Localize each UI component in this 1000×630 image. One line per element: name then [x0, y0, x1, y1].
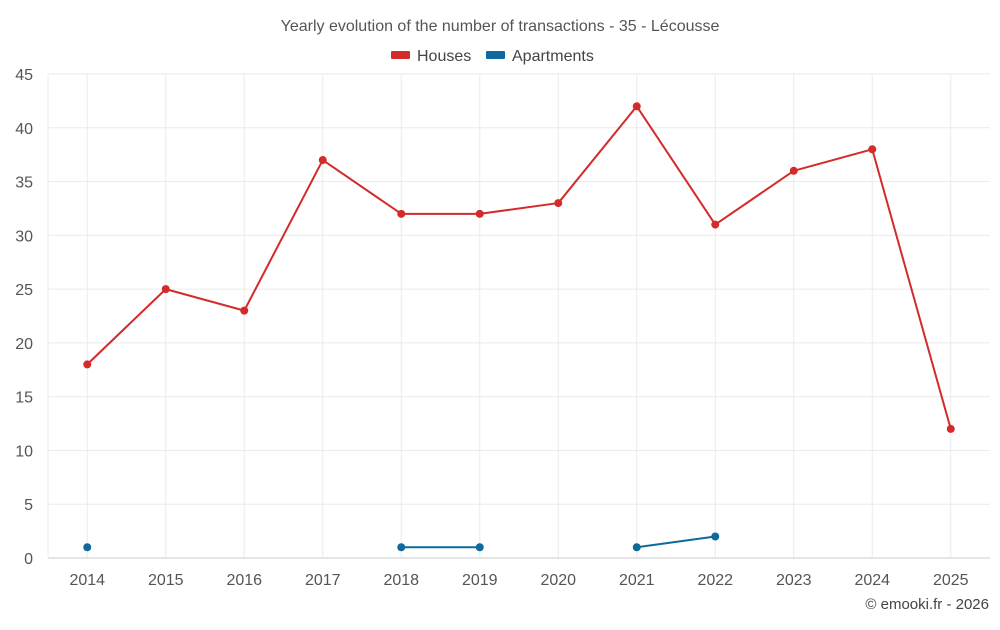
x-tick-label: 2015 — [148, 572, 184, 589]
y-tick-label: 20 — [15, 336, 33, 353]
data-point-houses[interactable] — [632, 102, 641, 111]
data-point-apartments[interactable] — [632, 543, 641, 552]
x-tick-label: 2014 — [69, 572, 105, 589]
series-line-houses — [86, 105, 952, 430]
x-tick-label: 2017 — [305, 572, 341, 589]
chart-title: Yearly evolution of the number of transa… — [281, 18, 720, 35]
data-point-houses[interactable] — [397, 209, 406, 218]
data-point-houses[interactable] — [161, 285, 170, 294]
x-tick-label: 2023 — [776, 572, 812, 589]
y-tick-label: 0 — [24, 551, 33, 568]
data-point-apartments[interactable] — [711, 532, 720, 541]
data-point-houses[interactable] — [240, 306, 249, 315]
y-tick-label: 5 — [24, 497, 33, 514]
y-tick-label: 25 — [15, 282, 33, 299]
x-tick-label: 2025 — [933, 572, 969, 589]
legend-item-apartments[interactable]: Apartments — [486, 48, 594, 65]
x-tick-label: 2022 — [697, 572, 733, 589]
x-tick-label: 2020 — [540, 572, 576, 589]
y-tick-label: 45 — [15, 67, 33, 84]
x-tick-label: 2019 — [462, 572, 498, 589]
y-tick-label: 30 — [15, 228, 33, 245]
y-tick-label: 35 — [15, 175, 33, 192]
legend-label-houses: Houses — [417, 48, 471, 65]
legend-swatch-apartments — [486, 51, 505, 59]
legend-item-houses[interactable]: Houses — [391, 48, 471, 65]
data-point-houses[interactable] — [475, 209, 484, 218]
data-point-apartments[interactable] — [83, 543, 92, 552]
series-line-apartments — [636, 535, 716, 549]
data-point-houses[interactable] — [789, 166, 798, 175]
legend-label-apartments: Apartments — [512, 48, 594, 65]
data-point-houses[interactable] — [554, 199, 563, 208]
x-tick-label: 2016 — [226, 572, 262, 589]
credit-text: © emooki.fr - 2026 — [865, 596, 989, 613]
data-point-apartments[interactable] — [475, 543, 484, 552]
y-tick-label: 15 — [15, 390, 33, 407]
data-point-houses[interactable] — [318, 156, 327, 165]
grid — [47, 73, 990, 558]
data-point-apartments[interactable] — [397, 543, 406, 552]
legend-swatch-houses — [391, 51, 410, 59]
y-tick-label: 40 — [15, 121, 33, 138]
data-point-houses[interactable] — [711, 220, 720, 229]
y-tick-label: 10 — [15, 443, 33, 460]
series-houses — [83, 102, 955, 433]
series-apartments — [83, 532, 720, 552]
x-tick-label: 2024 — [854, 572, 890, 589]
series — [83, 102, 955, 552]
data-point-houses[interactable] — [868, 145, 877, 154]
legend: Houses Apartments — [391, 48, 594, 65]
data-point-houses[interactable] — [946, 424, 955, 433]
x-tick-label: 2018 — [383, 572, 419, 589]
data-point-houses[interactable] — [83, 360, 92, 369]
x-tick-label: 2021 — [619, 572, 655, 589]
